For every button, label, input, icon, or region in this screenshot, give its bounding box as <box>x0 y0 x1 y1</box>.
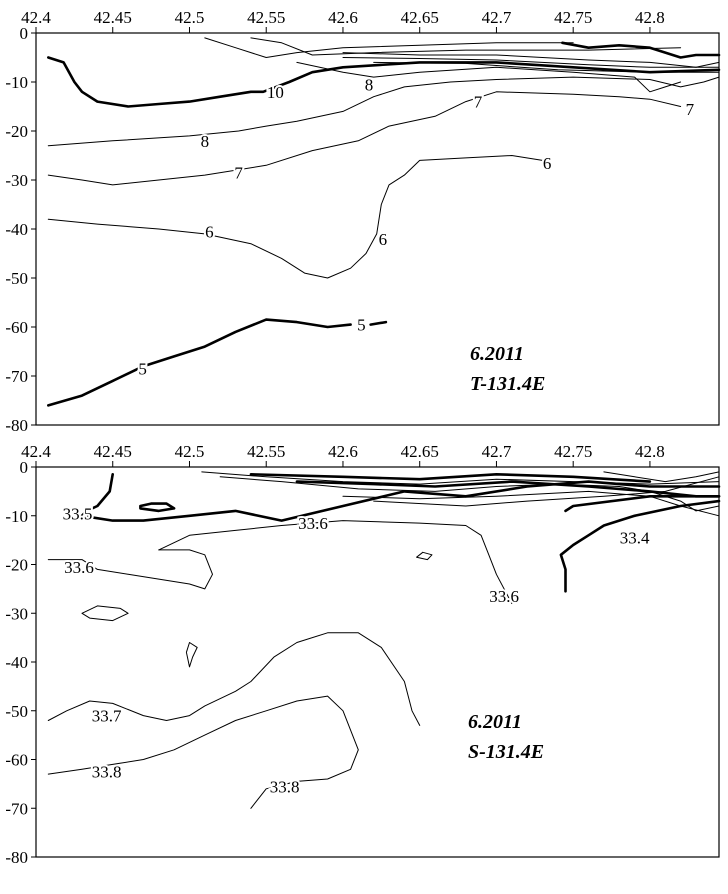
x-tick-label: 42.6 <box>328 442 358 461</box>
contour-label: 5 <box>138 360 147 379</box>
contour-line-6 <box>47 155 543 279</box>
contour-label: 33.8 <box>270 777 300 796</box>
x-tick-label: 42.8 <box>635 8 665 27</box>
contour-line-33-8 <box>47 695 359 809</box>
contour-line <box>201 471 720 485</box>
contour-line-10 <box>47 56 721 108</box>
contour-line <box>249 473 652 483</box>
contour-line <box>373 476 720 507</box>
x-tick-label: 42.45 <box>94 442 132 461</box>
contour-line-33-4 <box>559 499 721 593</box>
x-tick-label: 42.7 <box>482 8 512 27</box>
y-tick-label: -70 <box>5 367 28 386</box>
x-tick-label: 42.65 <box>401 442 439 461</box>
contour-label: 7 <box>234 164 243 183</box>
contour-line <box>373 61 720 73</box>
contour-label: 6 <box>205 222 214 241</box>
contour-line <box>250 37 682 56</box>
contour-line-8 <box>296 61 682 93</box>
x-tick-label: 42.55 <box>247 8 285 27</box>
contour-line-5 <box>369 320 388 326</box>
date-annotation: 6.2011 <box>468 711 522 733</box>
y-tick-label: -30 <box>5 171 28 190</box>
x-tick-label: 42.45 <box>94 8 132 27</box>
y-tick-label: -50 <box>5 269 28 288</box>
contour-line-5 <box>47 318 352 407</box>
contour-label: 33.4 <box>620 529 650 548</box>
contour-label: 7 <box>474 93 483 112</box>
date-annotation: 6.2011 <box>470 343 524 365</box>
contour-label: 6 <box>543 154 552 173</box>
contour-label: 5 <box>357 316 366 335</box>
contour-label: 6 <box>379 230 388 249</box>
contour-line <box>342 490 720 517</box>
y-tick-label: -60 <box>5 751 28 770</box>
contour-label: 7 <box>686 100 695 119</box>
contour-line <box>139 502 176 513</box>
x-tick-label: 42.6 <box>328 8 358 27</box>
contour-line <box>185 642 198 668</box>
contour-line <box>564 495 721 513</box>
contour-label: 33.7 <box>92 707 122 726</box>
contour-line-33-6 <box>47 549 213 590</box>
contour-line <box>219 476 720 512</box>
contour-line-7 <box>47 91 682 186</box>
contour-line-33-6 <box>158 520 513 604</box>
x-tick-label: 42.4 <box>21 8 51 27</box>
contour-line <box>81 605 129 622</box>
contour-line <box>603 471 720 483</box>
y-tick-label: -10 <box>5 507 28 526</box>
y-tick-label: -40 <box>5 220 28 239</box>
y-tick-label: 0 <box>20 24 29 43</box>
contour-line <box>204 37 574 58</box>
x-tick-label: 42.8 <box>635 442 665 461</box>
salinity-panel: 42.4 42.45 42.5 42.55 42.6 42.65 42.7 42.75 42.8… <box>5 442 721 867</box>
contour-label: 8 <box>365 75 374 94</box>
x-tick-label: 42.5 <box>175 8 205 27</box>
y-tick-label: -10 <box>5 73 28 92</box>
x-tick-label: 42.55 <box>247 442 285 461</box>
contour-line-8 <box>47 76 720 147</box>
contour-line <box>342 57 720 68</box>
x-tick-label: 42.5 <box>175 442 205 461</box>
contour-label: 33.5 <box>63 504 93 523</box>
y-tick-label: -80 <box>5 416 28 435</box>
section-annotation: S-131.4E <box>468 741 544 763</box>
contour-label: 33.6 <box>489 587 519 606</box>
temperature-panel: 42.4 42.45 42.5 42.55 42.6 42.65 42.7 42.75 42.8… <box>5 8 721 435</box>
contour-label: 8 <box>201 132 210 151</box>
y-tick-label: -20 <box>5 556 28 575</box>
contour-line <box>416 551 433 561</box>
plot-frame <box>35 466 720 858</box>
section-annotation: T-131.4E <box>470 373 545 395</box>
x-tick-label: 42.4 <box>21 442 51 461</box>
y-tick-label: -80 <box>5 848 28 867</box>
y-tick-label: -50 <box>5 702 28 721</box>
y-tick-label: 0 <box>20 458 29 477</box>
contour-line <box>561 41 721 59</box>
x-tick-label: 42.7 <box>482 442 512 461</box>
x-tick-label: 42.65 <box>401 8 439 27</box>
x-tick-label: 42.75 <box>554 8 592 27</box>
contour-label: 33.6 <box>298 514 328 533</box>
contour-line-33-7 <box>47 632 421 726</box>
y-tick-label: -30 <box>5 604 28 623</box>
y-tick-label: -40 <box>5 653 28 672</box>
y-tick-label: -70 <box>5 799 28 818</box>
y-tick-label: -60 <box>5 318 28 337</box>
contour-label: 10 <box>267 83 284 102</box>
y-tick-label: -20 <box>5 122 28 141</box>
contour-label: 33.8 <box>92 763 122 782</box>
contour-label: 33.6 <box>64 558 94 577</box>
x-tick-label: 42.75 <box>554 442 592 461</box>
